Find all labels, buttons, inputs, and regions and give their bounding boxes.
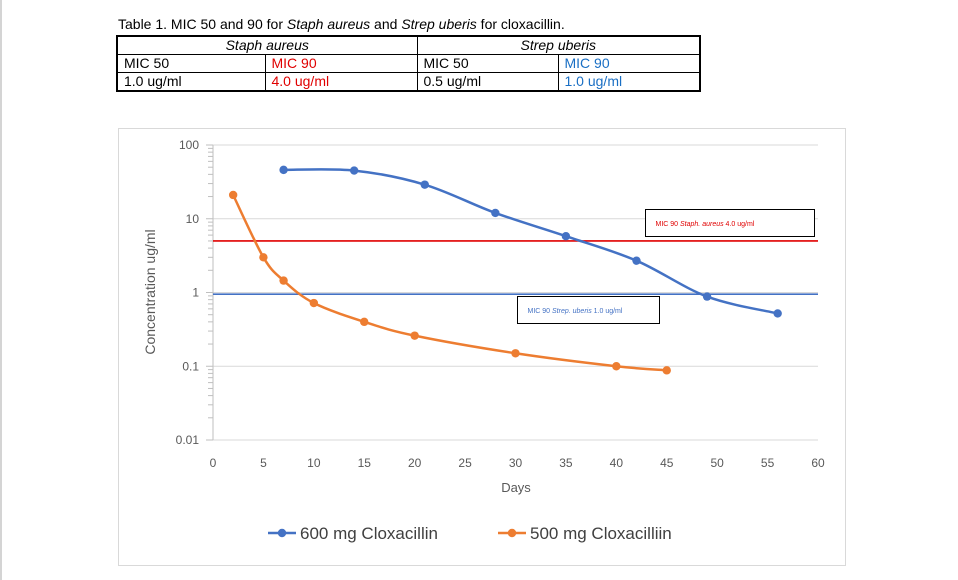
y-tick-label: 0.1: [182, 359, 199, 373]
x-tick-label: 15: [358, 456, 372, 470]
data-point-series-2: [259, 253, 268, 262]
series-line-2: [231, 193, 668, 372]
y-tick-label: 0.01: [176, 433, 200, 447]
col-label-staph-mic50: MIC 50: [116, 54, 266, 73]
x-tick-label: 10: [307, 456, 321, 470]
data-point-series-1: [491, 208, 500, 218]
caption-prefix: Table 1. MIC 50 and 90 for: [118, 16, 287, 32]
x-axis-title: Days: [501, 480, 531, 495]
col-label-strep-mic90: MIC 90: [557, 54, 701, 73]
value-strep-mic50: 0.5 ug/ml: [416, 72, 559, 92]
data-point-series-1: [561, 231, 571, 241]
annotation-strep-text: MIC 90 Strep. uberis 1.0 ug/ml: [528, 308, 623, 315]
table-value-row: 1.0 ug/ml 4.0 ug/ml 0.5 ug/ml 1.0 ug/ml: [116, 72, 701, 92]
table-group-row: Staph aureus Strep uberis: [116, 35, 701, 55]
col-label-strep-mic50: MIC 50: [416, 54, 559, 73]
data-point-series-1: [420, 180, 429, 189]
data-point-series-2: [279, 276, 288, 285]
caption-and: and: [370, 16, 402, 32]
x-tick-label: 30: [509, 456, 523, 470]
caption-organism-2: Strep uberis: [401, 16, 477, 32]
page-left-border: [0, 0, 2, 580]
annotation-staph-box: [645, 209, 815, 237]
x-tick-label: 55: [761, 456, 775, 470]
value-staph-mic90: 4.0 ug/ml: [264, 72, 418, 92]
data-point-series-2: [511, 349, 520, 358]
legend-label-series-1: 600 mg Cloxacillin: [300, 524, 438, 543]
annotation-strep: MIC 90 Strep. uberis 1.0 ug/ml: [517, 296, 660, 324]
x-tick-label: 5: [260, 456, 267, 470]
x-tick-label: 45: [660, 456, 674, 470]
table-caption: Table 1. MIC 50 and 90 for Staph aureus …: [118, 15, 565, 33]
legend-label-series-2: 500 mg Cloxacilliin: [530, 524, 672, 543]
value-strep-mic90: 1.0 ug/ml: [557, 72, 701, 92]
data-point-series-2: [662, 366, 671, 375]
caption-organism-1: Staph aureus: [286, 16, 371, 32]
data-point-series-2: [228, 190, 238, 200]
x-tick-label: 20: [408, 456, 422, 470]
data-point-series-1: [773, 309, 782, 318]
table-label-row: MIC 50 MIC 90 MIC 50 MIC 90: [116, 54, 701, 73]
group-header-staph: Staph aureus: [116, 35, 418, 55]
x-tick-label: 35: [559, 456, 573, 470]
series-line-1: [282, 168, 779, 315]
data-point-series-1: [702, 292, 712, 301]
data-point-series-1: [349, 166, 359, 175]
x-tick-label: 50: [710, 456, 724, 470]
data-point-series-1: [279, 165, 288, 175]
x-tick-label: 0: [210, 456, 217, 470]
y-tick-label: 100: [179, 138, 199, 152]
annotation-staph: MIC 90 Staph. aureus 4.0 ug/ml: [645, 209, 815, 237]
data-point-series-1: [632, 256, 641, 265]
data-point-series-2: [410, 331, 419, 340]
y-tick-label: 1: [192, 286, 199, 300]
y-axis-title: Concentration ug/ml: [142, 229, 158, 354]
mic-table: Staph aureus Strep uberis MIC 50 MIC 90 …: [116, 35, 701, 92]
legend-swatch-marker: [277, 528, 287, 538]
annotation-staph-text: MIC 90 Staph. aureus 4.0 ug/ml: [656, 221, 755, 228]
data-point-series-2: [612, 362, 621, 371]
x-tick-label: 40: [610, 456, 624, 470]
y-tick-label: 10: [186, 212, 200, 226]
data-point-series-2: [309, 298, 319, 308]
group-header-strep: Strep uberis: [416, 35, 701, 55]
col-label-staph-mic90: MIC 90: [264, 54, 418, 73]
legend-swatch-marker: [507, 528, 517, 538]
data-point-series-2: [360, 317, 369, 327]
annotation-strep-box: [517, 296, 660, 324]
x-tick-label: 60: [811, 456, 825, 470]
x-tick-label: 25: [458, 456, 472, 470]
caption-suffix: for cloxacillin.: [476, 16, 565, 32]
value-staph-mic50: 1.0 ug/ml: [116, 72, 266, 92]
